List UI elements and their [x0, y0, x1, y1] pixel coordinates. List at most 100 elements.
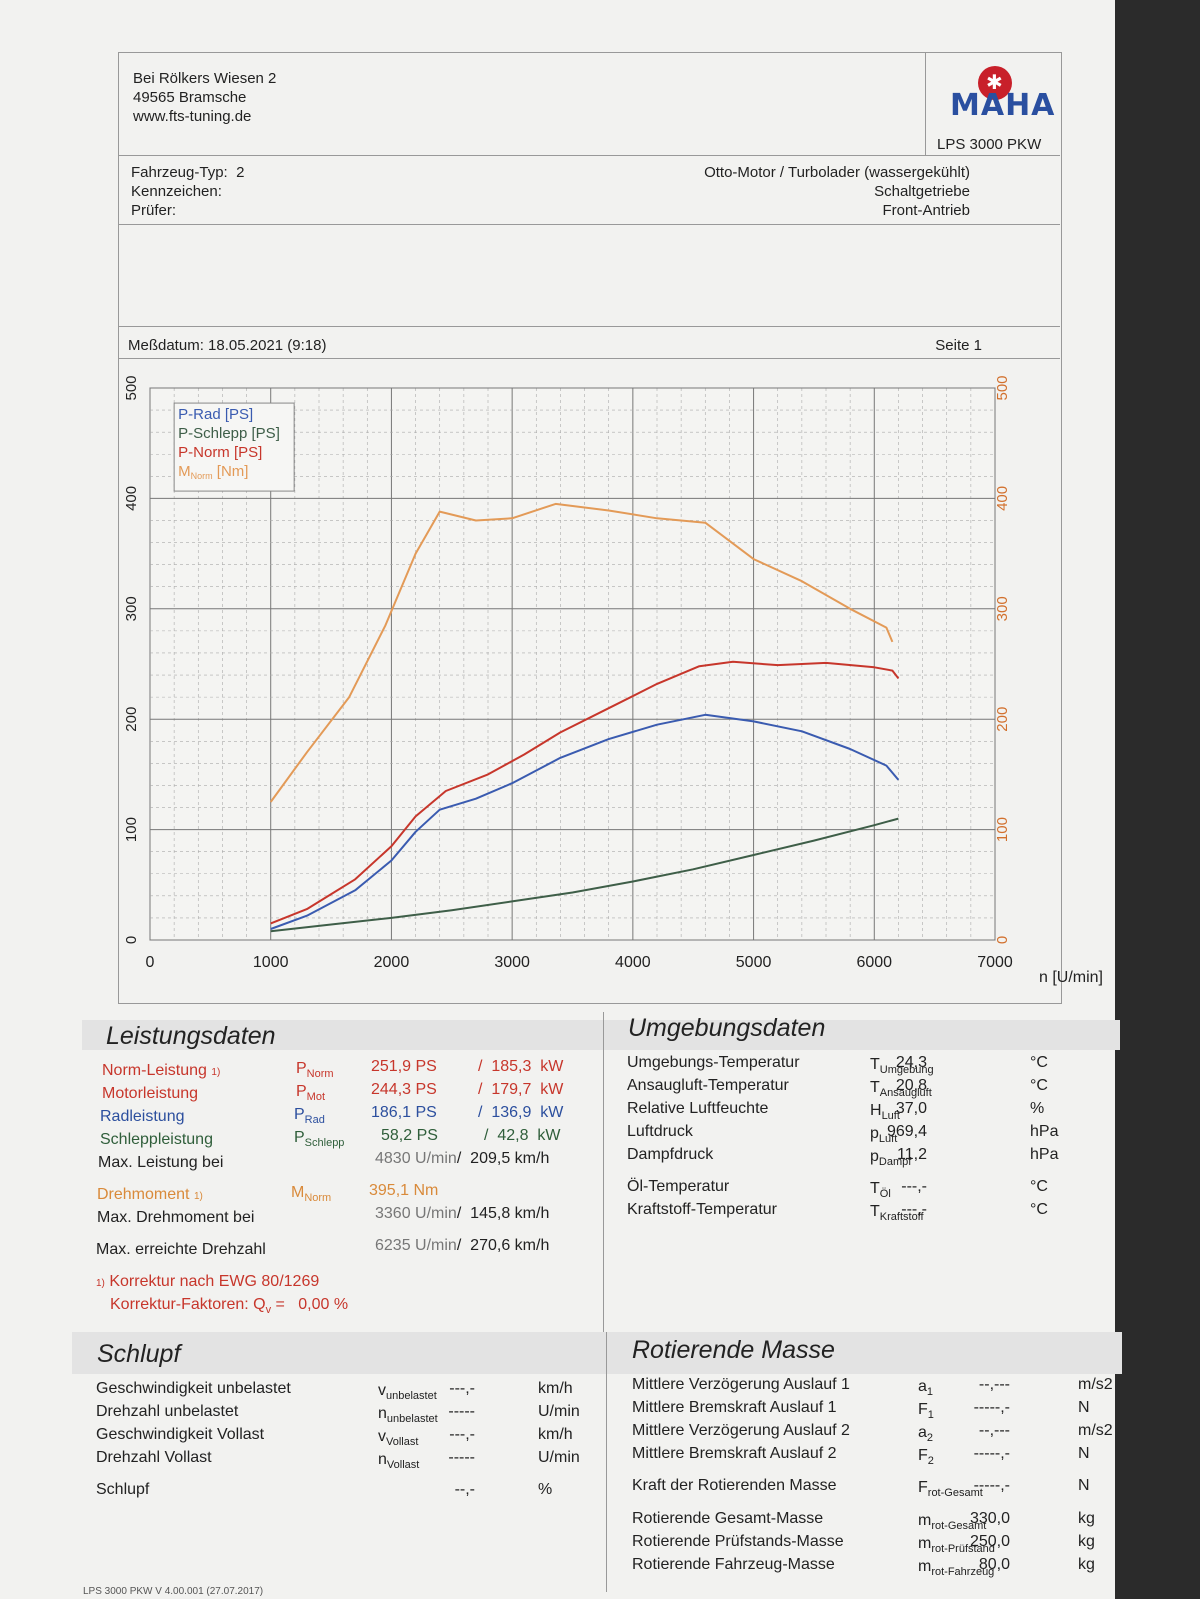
gear-icon [978, 66, 1012, 100]
performance-section-title: Leistungsdaten [106, 1022, 276, 1050]
rotating-row-label: Rotierende Gesamt-Masse [632, 1510, 824, 1527]
dyno-report-sheet: Bei Rölkers Wiesen 2 49565 Bramsche www.… [0, 0, 1115, 1599]
series-line [270, 817, 899, 933]
environment-row-label: Kraftstoff-Temperatur [627, 1201, 777, 1218]
rotating-mass-section-title: Rotierende Masse [632, 1336, 835, 1364]
rotating-row-symbol: mrot-Prüfstand [918, 1535, 995, 1555]
rotating-row-unit: N [1078, 1445, 1090, 1462]
y-tick-label-right: 0 [994, 936, 1011, 944]
slip-row-label: Geschwindigkeit unbelastet [96, 1380, 291, 1397]
x-tick-label: 5000 [736, 954, 772, 971]
y-tick-label-left: 0 [123, 936, 140, 944]
engine-power-ps: 244,3 PS [371, 1081, 437, 1098]
y-tick-label-right: 400 [994, 486, 1011, 511]
torque-row: Drehmoment 1) [97, 1186, 203, 1203]
environment-row-label: Luftdruck [627, 1123, 693, 1140]
environment-row-unit: hPa [1030, 1146, 1059, 1163]
series-line [270, 660, 900, 925]
logo-divider [925, 52, 926, 155]
rotating-row-symbol: Frot-Gesamt [918, 1479, 983, 1499]
environment-row-unit: °C [1030, 1201, 1048, 1218]
legend-entry: P-Rad [PS] [178, 406, 253, 423]
y-tick-label-left: 100 [123, 817, 140, 842]
rotating-row-label: Mittlere Bremskraft Auslauf 1 [632, 1399, 837, 1416]
y-tick-label-left: 500 [123, 375, 140, 400]
slip-row-symbol: vVollast [378, 1428, 419, 1448]
max-rpm-value: 6235 U/min/ 270,6 km/h [375, 1237, 550, 1254]
measurement-date: Meßdatum: 18.05.2021 (9:18) [128, 337, 327, 354]
rotating-row-unit: N [1078, 1477, 1090, 1494]
slip-row-value: ---,- [449, 1380, 475, 1397]
legend-entry: MNorm [Nm] [178, 463, 248, 481]
rotating-row-label: Rotierende Prüfstands-Masse [632, 1533, 844, 1550]
rotating-row-unit: kg [1078, 1533, 1095, 1550]
y-tick-label-right: 300 [994, 596, 1011, 621]
inspector-label: Prüfer: [131, 202, 177, 219]
x-tick-label: 2000 [374, 954, 410, 971]
vehicle-type: Fahrzeug-Typ: 2 [131, 164, 245, 181]
rotating-row-unit: N [1078, 1399, 1090, 1416]
x-tick-label: 3000 [494, 954, 530, 971]
environment-row-value: 11,2 [897, 1146, 927, 1163]
software-version: LPS 3000 PKW V 4.00.001 (27.07.2017) [83, 1586, 264, 1597]
environment-row-unit: % [1030, 1100, 1045, 1117]
wheel-power-kw: / 136,9 kW [478, 1104, 564, 1121]
engine-power-row: Motorleistung [102, 1085, 199, 1102]
test-stand-model: LPS 3000 PKW [937, 136, 1042, 153]
slip-row-unit: km/h [538, 1380, 573, 1397]
max-power-at-row: Max. Leistung bei [98, 1154, 224, 1171]
rotating-row-symbol: mrot-Gesamt [918, 1512, 987, 1532]
rotating-row-symbol: F1 [918, 1401, 934, 1421]
slip-row-value: ----- [448, 1449, 475, 1466]
drag-power-row: Schleppleistung [100, 1131, 213, 1148]
report-frame [118, 52, 1062, 1004]
page-number: Seite 1 [935, 337, 982, 354]
norm-power-symbol: PNorm [296, 1060, 334, 1080]
slip-row-label: Geschwindigkeit Vollast [96, 1426, 265, 1443]
x-tick-label: 7000 [977, 954, 1013, 971]
y-tick-label-left: 300 [123, 596, 140, 621]
date-bottom-divider [118, 358, 1060, 359]
x-tick-label: 0 [146, 954, 155, 971]
correction-factors: Korrektur-Faktoren: Qv = 0,00 % [110, 1296, 349, 1316]
rotating-row-value: 330,0 [969, 1510, 1010, 1527]
rotating-row-unit: m/s2 [1078, 1422, 1113, 1439]
max-torque-rpm: 3360 U/min/ 145,8 km/h [375, 1205, 550, 1222]
legend-box [173, 402, 295, 492]
gearbox-type: Schaltgetriebe [874, 183, 970, 200]
environment-row-symbol: HLuft [870, 1102, 900, 1122]
rotating-row-symbol: a1 [918, 1378, 934, 1398]
x-tick-label: 4000 [615, 954, 651, 971]
section-divider-top [603, 1012, 604, 1332]
environment-row-value: 37,0 [895, 1100, 927, 1117]
rotating-row-value: -----,- [973, 1399, 1010, 1416]
slip-row-symbol: vunbelastet [378, 1382, 437, 1402]
rotating-row-label: Rotierende Fahrzeug-Masse [632, 1556, 835, 1573]
environment-row-value: 20,8 [895, 1077, 927, 1094]
website-link: www.fts-tuning.de [133, 108, 252, 125]
license-plate-label: Kennzeichen: [131, 183, 222, 200]
address-street: Bei Rölkers Wiesen 2 [133, 70, 277, 87]
series-line [269, 502, 894, 803]
slip-row-unit: % [538, 1481, 553, 1498]
rotating-row-value: -----,- [973, 1445, 1010, 1462]
environment-row-symbol: pDampf [870, 1148, 912, 1168]
environment-row-label: Öl-Temperatur [627, 1178, 730, 1195]
rotating-row-unit: kg [1078, 1510, 1095, 1527]
slip-row-unit: U/min [538, 1403, 580, 1420]
environment-row-label: Ansaugluft-Temperatur [627, 1077, 789, 1094]
rotating-row-symbol: F2 [918, 1447, 934, 1467]
x-axis-label: n [U/min] [1039, 969, 1103, 986]
environment-row-value: 24,3 [895, 1054, 927, 1071]
address-city: 49565 Bramsche [133, 89, 247, 106]
drive-type: Front-Antrieb [882, 202, 970, 219]
rotating-row-unit: m/s2 [1078, 1376, 1113, 1393]
rotating-row-label: Mittlere Bremskraft Auslauf 2 [632, 1445, 837, 1462]
vehicle-divider [118, 224, 1060, 225]
rotating-row-value: --,--- [978, 1376, 1010, 1393]
correction-note: 1) Korrektur nach EWG 80/1269 [96, 1273, 320, 1290]
wheel-power-row: Radleistung [100, 1108, 185, 1125]
y-tick-label-left: 200 [123, 707, 140, 732]
performance-header-band [82, 1020, 1120, 1050]
slip-row-value: --,- [454, 1481, 475, 1498]
